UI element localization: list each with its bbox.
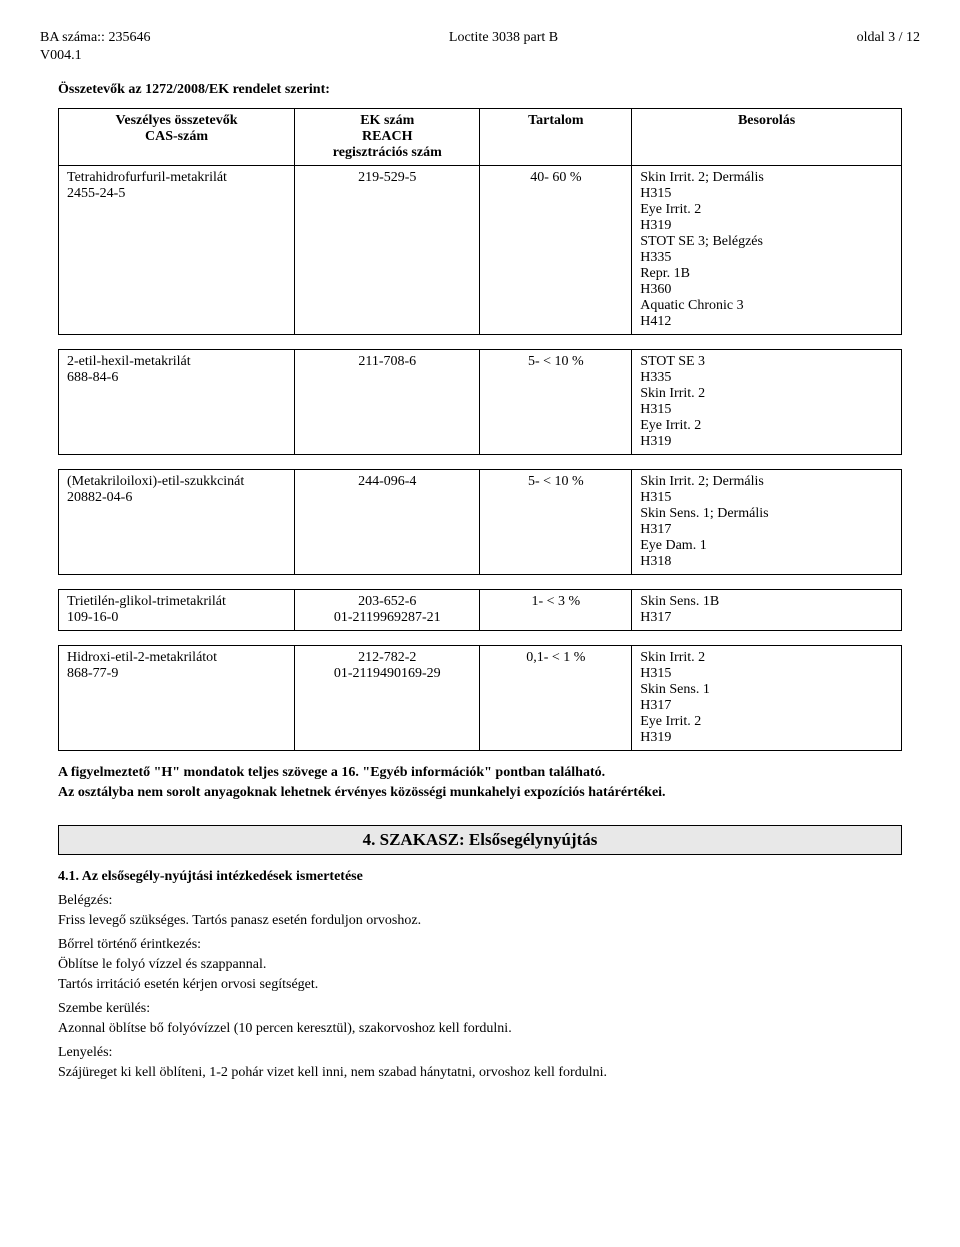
header-left: BA száma:: 235646	[40, 30, 150, 46]
cell-ek: 211-708-6	[295, 350, 480, 455]
cell-ek: 219-529-5	[295, 166, 480, 335]
composition-table: Veszélyes összetevőkCAS-szám EK számREAC…	[58, 108, 902, 335]
composition-table: Hidroxi-etil-2-metakrilátot868-77-9 212-…	[58, 645, 902, 751]
version: V004.1	[40, 48, 82, 64]
page-header: BA száma:: 235646 Loctite 3038 part B ol…	[40, 30, 920, 46]
cell-ek: 203-652-601-2119969287-21	[295, 590, 480, 631]
section-4-heading: 4. SZAKASZ: Elsősegélynyújtás	[58, 825, 902, 855]
ingestion-text: Szájüreget ki kell öblíteni, 1-2 pohár v…	[58, 1065, 902, 1081]
cell-name: Hidroxi-etil-2-metakrilátot868-77-9	[59, 646, 295, 751]
table-row: Tetrahidrofurfuril-metakrilát2455-24-5 2…	[59, 166, 902, 335]
note-line-2: Az osztályba nem sorolt anyagoknak lehet…	[58, 785, 902, 801]
ingestion-title: Lenyelés:	[58, 1045, 902, 1061]
section-4-1-title: 4.1. Az elsősegély-nyújtási intézkedések…	[58, 869, 902, 885]
th-tartalom: Tartalom	[480, 109, 632, 166]
inhalation-text: Friss levegő szükséges. Tartós panasz es…	[58, 913, 902, 929]
composition-table: 2-etil-hexil-metakrilát688-84-6 211-708-…	[58, 349, 902, 455]
cell-besorolas: Skin Irrit. 2H315Skin Sens. 1H317Eye Irr…	[632, 646, 902, 751]
cell-tartalom: 0,1- < 1 %	[480, 646, 632, 751]
cell-tartalom: 5- < 10 %	[480, 470, 632, 575]
cell-tartalom: 1- < 3 %	[480, 590, 632, 631]
th-ek: EK számREACHregisztrációs szám	[295, 109, 480, 166]
th-besorolas: Besorolás	[632, 109, 902, 166]
product-name: Loctite 3038 part B	[150, 30, 856, 46]
ba-label: BA száma::	[40, 30, 105, 45]
note-line-1: A figyelmeztető "H" mondatok teljes szöv…	[58, 765, 902, 781]
cell-besorolas: STOT SE 3H335Skin Irrit. 2H315Eye Irrit.…	[632, 350, 902, 455]
cell-tartalom: 5- < 10 %	[480, 350, 632, 455]
cell-name: Trietilén-glikol-trimetakrilát109-16-0	[59, 590, 295, 631]
inhalation-title: Belégzés:	[58, 893, 902, 909]
cell-ek: 212-782-201-2119490169-29	[295, 646, 480, 751]
cell-besorolas: Skin Irrit. 2; DermálisH315Eye Irrit. 2H…	[632, 166, 902, 335]
skin-title: Bőrrel történő érintkezés:	[58, 937, 902, 953]
page-header-2: V004.1	[40, 48, 920, 64]
table-row: Hidroxi-etil-2-metakrilátot868-77-9 212-…	[59, 646, 902, 751]
table-row: Trietilén-glikol-trimetakrilát109-16-0 2…	[59, 590, 902, 631]
skin-text-1: Öblítse le folyó vízzel és szappannal.	[58, 957, 902, 973]
cell-name: 2-etil-hexil-metakrilát688-84-6	[59, 350, 295, 455]
skin-text-2: Tartós irritáció esetén kérjen orvosi se…	[58, 977, 902, 993]
cell-ek: 244-096-4	[295, 470, 480, 575]
eye-title: Szembe kerülés:	[58, 1001, 902, 1017]
cell-name: Tetrahidrofurfuril-metakrilát2455-24-5	[59, 166, 295, 335]
eye-text: Azonnal öblítse bő folyóvízzel (10 perce…	[58, 1021, 902, 1037]
composition-table: Trietilén-glikol-trimetakrilát109-16-0 2…	[58, 589, 902, 631]
cell-besorolas: Skin Sens. 1BH317	[632, 590, 902, 631]
cell-besorolas: Skin Irrit. 2; DermálisH315Skin Sens. 1;…	[632, 470, 902, 575]
cell-tartalom: 40- 60 %	[480, 166, 632, 335]
th-name: Veszélyes összetevőkCAS-szám	[59, 109, 295, 166]
table-row: (Metakriloiloxi)-etil-szukkcinát20882-04…	[59, 470, 902, 575]
page-number: oldal 3 / 12	[857, 30, 920, 46]
table-row: 2-etil-hexil-metakrilát688-84-6 211-708-…	[59, 350, 902, 455]
section-title: Összetevők az 1272/2008/EK rendelet szer…	[58, 82, 920, 98]
cell-name: (Metakriloiloxi)-etil-szukkcinát20882-04…	[59, 470, 295, 575]
composition-table: (Metakriloiloxi)-etil-szukkcinát20882-04…	[58, 469, 902, 575]
ba-value: 235646	[108, 30, 150, 45]
